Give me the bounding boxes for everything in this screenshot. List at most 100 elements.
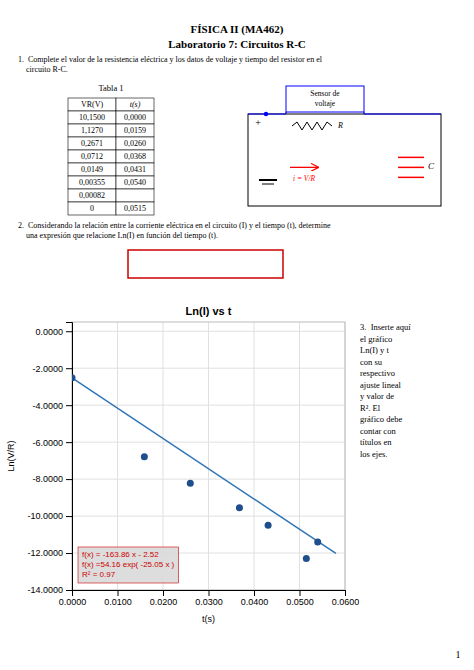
table-cell bbox=[68, 150, 116, 163]
table-cell bbox=[68, 163, 116, 176]
x-tick-mark bbox=[163, 590, 164, 596]
page-background bbox=[0, 0, 474, 670]
table-cell bbox=[68, 124, 116, 137]
sensor-label: Sensor de bbox=[310, 89, 340, 98]
table-cell-text: 0,0000 bbox=[124, 113, 146, 122]
resistor bbox=[292, 122, 332, 130]
x-axis-line bbox=[73, 591, 346, 597]
answer-box bbox=[128, 250, 283, 278]
question-line: respectivo bbox=[360, 368, 395, 378]
question-text: circuito R-C. bbox=[18, 65, 68, 74]
y-tick-label: -10.0000 bbox=[27, 511, 63, 521]
annotation: f(x) = -163.86 x - 2.52f(x) =54.16 exp( … bbox=[78, 547, 179, 583]
annotation-text: R² = 0.97 bbox=[82, 570, 116, 579]
y-tick: -6.0000 bbox=[32, 438, 72, 448]
table-cell-text: 0,0712 bbox=[81, 152, 103, 161]
junction-dot bbox=[264, 112, 268, 116]
x-tick: 0.0400 bbox=[241, 590, 269, 607]
y-tick: -10.0000 bbox=[27, 511, 72, 521]
trend-line bbox=[72, 378, 336, 554]
scatter-point bbox=[265, 522, 272, 529]
grid bbox=[72, 322, 345, 590]
table-cell-text: VR(V) bbox=[81, 100, 104, 109]
annotation-text: f(x) =54.16 exp( -25.05 x ) bbox=[82, 560, 175, 569]
resistor-label: R bbox=[337, 121, 343, 130]
x-tick-label: 0.0000 bbox=[59, 597, 87, 607]
chart: 0.0000 0.0100 0.0200 0.0300 0.0400 0.0500 0.06… bbox=[6, 305, 359, 624]
y-axis: 0.0000-2.0000-4.0000-6.0000-8.0000-10.00… bbox=[27, 323, 72, 596]
table-title: Tabla 1 bbox=[98, 83, 123, 93]
table-cell bbox=[116, 124, 154, 137]
table-cell bbox=[68, 202, 116, 215]
x-tick-mark bbox=[254, 590, 255, 596]
table-cell-text: 0 bbox=[90, 204, 94, 213]
y-tick-mark bbox=[66, 368, 72, 369]
question-line: contar con bbox=[360, 426, 396, 436]
y-tick-mark bbox=[66, 479, 72, 480]
annotation-text: f(x) = -163.86 x - 2.52 bbox=[82, 550, 159, 559]
scatter-point bbox=[187, 480, 194, 487]
question-line: ajuste lineal bbox=[360, 380, 401, 390]
question-line: 3. Inserte aquí bbox=[360, 322, 411, 332]
current-arrow bbox=[290, 167, 318, 168]
scatter-point bbox=[141, 453, 148, 460]
current-label: i = V/R bbox=[293, 174, 316, 183]
x-tick-label: 0.0400 bbox=[241, 597, 269, 607]
y-tick: 0.0000 bbox=[35, 327, 72, 337]
table-cell-text: 0,00355 bbox=[79, 178, 105, 187]
question-line: títulos en bbox=[360, 437, 392, 447]
chart-title: Ln(I) vs t bbox=[186, 305, 232, 317]
y-tick: -2.0000 bbox=[32, 364, 72, 374]
y-tick-mark bbox=[66, 442, 72, 443]
table-cell-text: 0,00082 bbox=[79, 191, 105, 200]
table-cell bbox=[68, 176, 116, 189]
table-cell bbox=[116, 189, 154, 202]
y-tick: -8.0000 bbox=[32, 474, 72, 484]
x-tick: 0.0300 bbox=[195, 590, 223, 607]
y-tick: -12.0000 bbox=[27, 548, 72, 558]
scatter-point bbox=[72, 374, 76, 381]
battery-plate bbox=[259, 179, 277, 181]
y-tick-mark bbox=[66, 590, 72, 591]
scatter-point bbox=[236, 504, 243, 511]
x-tick-label: 0.0300 bbox=[195, 597, 223, 607]
page: FÍSICA II (MA462)Laboratorio 7: Circuito… bbox=[0, 0, 474, 670]
x-tick-label: 0.0600 bbox=[332, 597, 360, 607]
table-cell bbox=[68, 189, 116, 202]
y-tick-label: -2.0000 bbox=[32, 364, 63, 374]
circuit-frame bbox=[248, 114, 441, 206]
table-cell bbox=[116, 176, 154, 189]
table-cell-text: 10,1500 bbox=[79, 113, 105, 122]
plot-frame bbox=[72, 322, 345, 590]
scatter-point bbox=[303, 555, 310, 562]
x-tick: 0.0200 bbox=[150, 590, 178, 607]
question-line: y valor de bbox=[360, 391, 394, 401]
table-cell bbox=[116, 111, 154, 124]
table-cell-text: t(s) bbox=[130, 100, 141, 109]
x-tick-mark bbox=[118, 590, 119, 596]
table-cell-text: 0,0159 bbox=[124, 126, 146, 135]
question-line: el gráfico bbox=[360, 334, 392, 344]
x-axis-title: t(s) bbox=[202, 614, 215, 624]
y-tick-label: -12.0000 bbox=[27, 548, 63, 558]
table-cell bbox=[116, 137, 154, 150]
question-line: con su bbox=[360, 357, 383, 367]
y-tick-label: -14.0000 bbox=[27, 585, 63, 595]
sensor-label: voltaje bbox=[315, 99, 336, 108]
y-tick-label: -8.0000 bbox=[32, 474, 63, 484]
plot-marks bbox=[72, 374, 336, 562]
capacitor-plate bbox=[398, 167, 424, 169]
question-line: los ejes. bbox=[360, 449, 387, 459]
grid-line-y bbox=[72, 479, 345, 480]
x-tick-mark bbox=[209, 590, 210, 596]
capacitor-plate bbox=[398, 157, 424, 159]
question-text: 3. Inserte aquíel gráficoLn(I) y tcon su… bbox=[360, 322, 411, 459]
question-text: 1. Complete el valor de la resistencia e… bbox=[18, 55, 323, 64]
x-tick-mark bbox=[300, 590, 301, 596]
table-cell-text: 0,0149 bbox=[81, 165, 103, 174]
x-tick-label: 0.0100 bbox=[104, 597, 132, 607]
battery-plate bbox=[262, 184, 274, 185]
grid-line-x bbox=[208, 322, 209, 590]
x-axis: 0.0000 0.0100 0.0200 0.0300 0.0400 0.0500 0.06… bbox=[59, 590, 360, 607]
x-tick: 0.0500 bbox=[286, 590, 314, 607]
